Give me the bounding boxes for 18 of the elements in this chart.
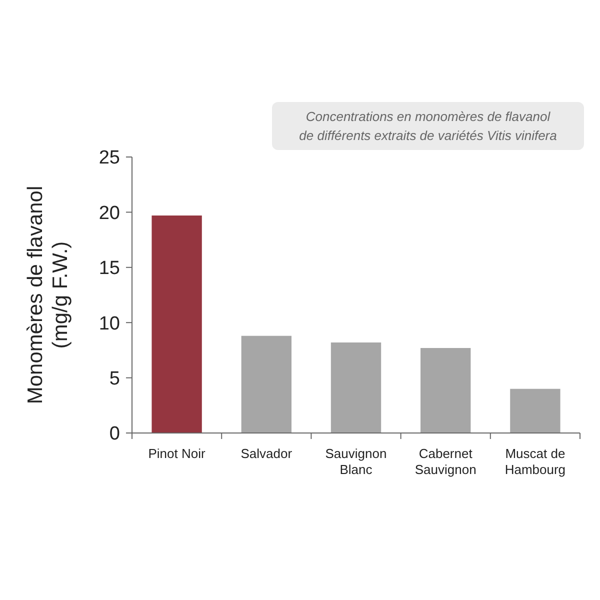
chart-title: Concentrations en monomères de flavanol de différents extraits de variétés Vitis vinifera <box>299 109 557 143</box>
bar <box>510 388 560 433</box>
bar <box>152 216 202 433</box>
y-tick-label: 10 <box>98 313 120 334</box>
y-tick-label: 20 <box>98 202 120 224</box>
y-tick-label: 15 <box>98 258 120 280</box>
x-tick-label: Cabernet Sauvignon <box>414 446 476 477</box>
y-tick-label: 0 <box>109 424 120 445</box>
bar <box>330 342 382 433</box>
y-axis-title: Monomères de flavanol (mg/g F.W.) <box>24 186 72 404</box>
x-tick-label: Sauvignon Blanc <box>325 446 387 477</box>
x-tick-label: Muscat de Hambourg <box>504 446 566 477</box>
x-tick-label: Salvador <box>240 446 293 461</box>
bar <box>420 348 471 433</box>
y-tick-label: 25 <box>98 148 120 169</box>
bar <box>241 336 292 433</box>
y-tick-label: 5 <box>109 368 120 390</box>
x-tick-label: Pinot Noir <box>148 446 206 461</box>
